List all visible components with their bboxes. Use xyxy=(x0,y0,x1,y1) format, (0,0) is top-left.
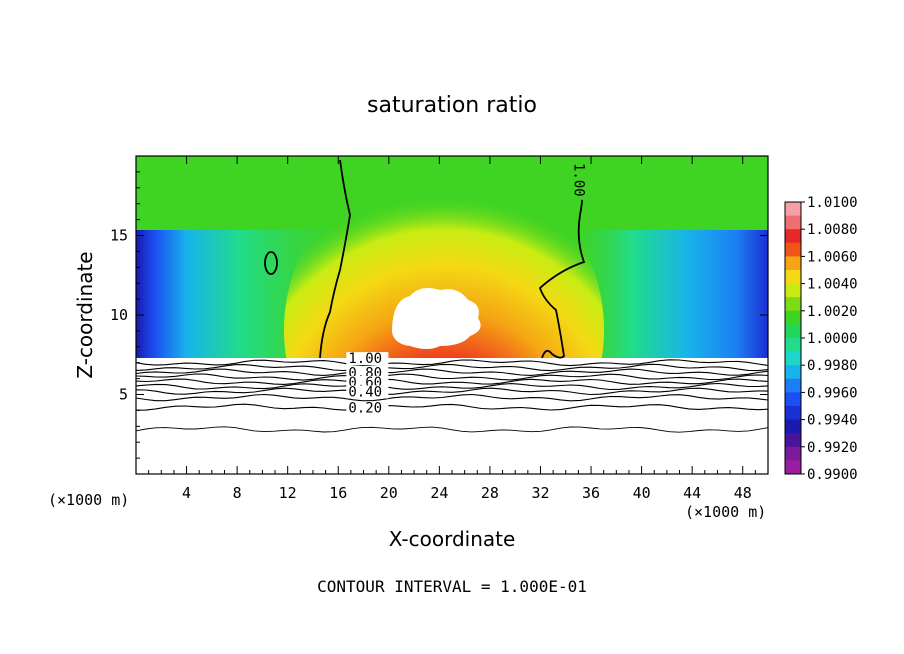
colorbar-label-8: 0.9940 xyxy=(807,413,858,429)
colorbar-label-3: 1.0040 xyxy=(807,277,858,293)
x-tick-label-1: 8 xyxy=(233,484,242,502)
x-tick-label-6: 28 xyxy=(481,484,499,502)
contour-label-3: 0.40 xyxy=(348,385,382,401)
colorbar-band-7 xyxy=(785,297,801,312)
contour-line-9 xyxy=(136,426,768,433)
x-tick-label-3: 16 xyxy=(329,484,347,502)
colorbar-band-18 xyxy=(785,446,801,461)
colorbar-band-6 xyxy=(785,283,801,298)
y-axis-label: Z-coordinate xyxy=(73,251,97,378)
contour-1.00-left xyxy=(319,159,351,359)
y-axis: 5 10 15 xyxy=(110,171,768,459)
x-tick-label-11: 48 xyxy=(734,484,752,502)
colorbar-band-9 xyxy=(785,324,801,339)
contour-label-0: 1.00 xyxy=(348,351,382,367)
colorbar-label-5: 1.0000 xyxy=(807,331,858,347)
colorbar-label-9: 0.9920 xyxy=(807,440,858,456)
colorbar-band-8 xyxy=(785,310,801,325)
colorbar-band-19 xyxy=(785,460,801,475)
contour-line-4 xyxy=(136,378,768,385)
colorbar-band-1 xyxy=(785,215,801,230)
colorbar-band-5 xyxy=(785,270,801,285)
x-tick-label-8: 36 xyxy=(582,484,600,502)
colorbar-label-10: 0.9900 xyxy=(807,467,858,483)
colorbar-band-12 xyxy=(785,365,801,380)
y-tick-label-2: 15 xyxy=(110,227,128,245)
cloud-core-white xyxy=(392,288,481,349)
colorbar-label-1: 1.0080 xyxy=(807,222,858,238)
colorbar-band-14 xyxy=(785,392,801,407)
y-tick-label-0: 5 xyxy=(119,386,128,404)
below-cloud-base xyxy=(136,358,768,474)
y-tick-label-1: 10 xyxy=(110,306,128,324)
x-axis: 4 8 12 16 20 24 28 32 36 40 44 48 xyxy=(148,156,756,502)
contour-line-2 xyxy=(136,368,768,376)
contour-line-1 xyxy=(136,363,768,372)
contour-interval-footer: CONTOUR INTERVAL = 1.000E-01 xyxy=(317,577,587,596)
colorbar-label-0: 1.0100 xyxy=(807,195,858,211)
contour-line-0 xyxy=(136,359,768,367)
colorbar-band-16 xyxy=(785,419,801,434)
colorbar-band-3 xyxy=(785,242,801,257)
contour-label-5: 1.00 xyxy=(570,163,586,197)
contour-line-3 xyxy=(136,373,768,381)
x-tick-label-0: 4 xyxy=(182,484,191,502)
colorbar-band-4 xyxy=(785,256,801,271)
chart-title: saturation ratio xyxy=(367,93,537,118)
colorbar: 1.0100 1.0080 1.0060 1.0040 1.0020 1.0000 0.99… xyxy=(784,195,858,483)
x-tick-label-10: 44 xyxy=(683,484,701,502)
colorbar-band-17 xyxy=(785,433,801,448)
x-unit-right: (×1000 m) xyxy=(685,503,766,521)
contour-1.00-right xyxy=(538,159,586,359)
colorbar-band-13 xyxy=(785,378,801,393)
contour-label-bg-0 xyxy=(346,352,389,366)
x-tick-label-5: 24 xyxy=(430,484,448,502)
colorbar-label-2: 1.0060 xyxy=(807,249,858,265)
x-tick-label-9: 40 xyxy=(633,484,651,502)
contour-labels: 1.000.800.600.400.201.00 xyxy=(346,159,587,416)
contour-label-bg-3 xyxy=(346,385,389,399)
contour-line-7 xyxy=(136,393,768,402)
lower-contours xyxy=(136,359,768,433)
x-axis-label: X-coordinate xyxy=(389,527,516,551)
x-unit-left: (×1000 m) xyxy=(48,491,129,509)
colorbar-band-11 xyxy=(785,351,801,366)
contour-line-6 xyxy=(136,387,768,396)
contour-label-4: 0.20 xyxy=(348,400,382,416)
contour-label-bg-5 xyxy=(570,159,587,200)
plot-area xyxy=(136,156,768,474)
x-tick-label-2: 12 xyxy=(279,484,297,502)
x-tick-label-7: 32 xyxy=(531,484,549,502)
colorbar-label-4: 1.0020 xyxy=(807,304,858,320)
colorbar-band-0 xyxy=(785,202,801,217)
colorbar-band-2 xyxy=(785,229,801,244)
colorbar-band-10 xyxy=(785,338,801,353)
contour-1.00-island xyxy=(264,251,278,275)
contour-label-bg-4 xyxy=(346,401,389,415)
x-tick-label-4: 20 xyxy=(380,484,398,502)
contour-line-5 xyxy=(136,382,768,391)
colorbar-band-15 xyxy=(785,406,801,421)
colorbar-label-6: 0.9980 xyxy=(807,358,858,374)
contour-line-8 xyxy=(136,403,768,411)
colorbar-label-7: 0.9960 xyxy=(807,385,858,401)
